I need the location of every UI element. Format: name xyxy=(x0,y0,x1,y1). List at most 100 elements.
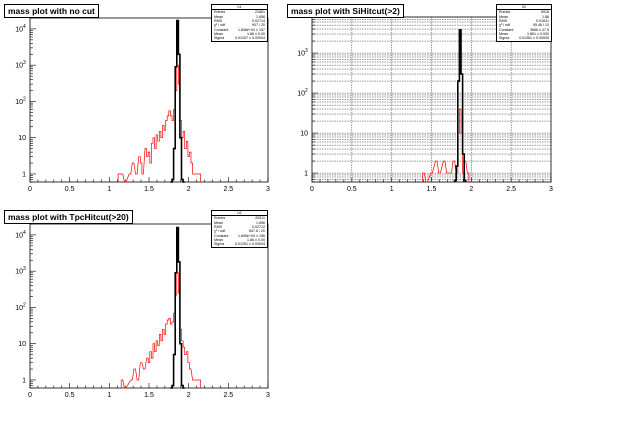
histogram-series xyxy=(453,29,467,182)
histogram-series xyxy=(170,226,185,389)
y-tick-exponent: 3 xyxy=(305,48,308,54)
stats-row: Entries 20511 xyxy=(212,216,267,220)
plot-title: mass plot with SiHitcut(>2) xyxy=(287,4,404,18)
y-tick-exponent: 2 xyxy=(23,96,26,102)
histogram-series xyxy=(120,272,201,389)
x-tick-label: 0 xyxy=(28,392,32,399)
stat-label: RMS xyxy=(214,224,222,229)
stat-value: 1.86 xyxy=(542,14,549,19)
stat-value: 3666 ± 47.5 xyxy=(530,27,549,32)
plot-title: mass plot with TpcHitcut(>20) xyxy=(4,210,133,224)
y-tick-label: 10 xyxy=(15,26,23,33)
stat-label: Sigma xyxy=(499,36,510,41)
y-tick-label: 1 xyxy=(22,171,26,178)
stat-value: 20511 xyxy=(255,216,265,221)
y-tick-label: 10 xyxy=(15,269,23,276)
x-tick-label: 3 xyxy=(266,392,270,399)
stat-label: Mean xyxy=(214,32,223,37)
histogram-series xyxy=(422,108,470,183)
x-tick-label: 2 xyxy=(187,186,191,193)
stat-value: 0.01361 ± 0.00005 xyxy=(519,36,549,41)
y-tick-label: 10 xyxy=(15,232,23,239)
x-tick-label: 2 xyxy=(469,186,473,193)
stats-row: χ² / ndf 847.6 / 20 xyxy=(212,229,267,233)
stats-row: Mean 1.856 xyxy=(212,221,267,225)
stat-label: χ² / ndf xyxy=(214,229,226,234)
stats-row: Sigma 0.01361 ± 0.00005 xyxy=(497,36,551,40)
y-tick-label: 10 xyxy=(300,131,308,138)
stat-value: 1.86 ± 0.00 xyxy=(247,32,265,37)
stat-value: 907 / 20 xyxy=(252,23,265,28)
y-tick-exponent: 4 xyxy=(23,24,26,30)
stats-box: h2 Entries 5918 Mean 1.86 RMS 0.01631 χ² / … xyxy=(496,4,552,42)
stats-row: Sigma 0.01257 ± 0.00004 xyxy=(212,36,267,40)
stats-row: RMS 0.02712 xyxy=(212,225,267,229)
x-tick-label: 1.5 xyxy=(144,186,154,193)
x-tick-label: 0 xyxy=(310,186,314,193)
y-tick-exponent: 4 xyxy=(23,230,26,236)
stats-row: Sigma 0.01251 ± 0.00004 xyxy=(212,242,267,246)
stat-value: 847.6 / 20 xyxy=(249,229,265,234)
x-tick-label: 3 xyxy=(549,186,553,193)
stats-row: χ² / ndf 95.46 / 13 xyxy=(497,23,551,27)
stat-value: 21661 xyxy=(255,10,265,15)
y-tick-label: 10 xyxy=(18,135,26,142)
stat-value: 1.838e+04 ± 157 xyxy=(237,27,265,32)
stat-value: 0.01251 ± 0.00004 xyxy=(235,242,265,247)
stats-row: Constant 1.838e+04 ± 157 xyxy=(212,28,267,32)
stat-label: Entries xyxy=(214,10,226,15)
stat-value: 0.01257 ± 0.00004 xyxy=(235,36,265,41)
x-tick-label: 2.5 xyxy=(506,186,516,193)
stat-value: 95.46 / 13 xyxy=(533,23,549,28)
stats-row: Mean 1.861 ± 0.000 xyxy=(497,32,551,36)
stat-label: χ² / ndf xyxy=(214,23,226,28)
stat-label: Mean xyxy=(499,32,508,37)
stats-row: Entries 21661 xyxy=(212,10,267,14)
stat-label: Sigma xyxy=(214,36,225,41)
stat-value: 5918 xyxy=(541,10,549,15)
stats-row: Mean 1.856 xyxy=(212,15,267,19)
stat-label: Mean xyxy=(499,14,508,19)
x-tick-label: 2.5 xyxy=(223,186,233,193)
plot-frame xyxy=(29,17,269,183)
y-tick-label: 10 xyxy=(297,51,305,58)
x-tick-label: 3 xyxy=(266,186,270,193)
x-tick-label: 1.5 xyxy=(427,186,437,193)
stat-label: χ² / ndf xyxy=(499,23,511,28)
stat-value: 0.02714 xyxy=(252,18,265,23)
y-tick-exponent: 2 xyxy=(305,88,308,94)
stats-box: h3 Entries 20511 Mean 1.856 RMS 0.02712 χ² … xyxy=(211,210,268,248)
x-tick-label: 2.5 xyxy=(223,392,233,399)
stat-label: Mean xyxy=(214,238,223,243)
stat-value: 1.86 ± 0.00 xyxy=(247,238,265,243)
stat-label: RMS xyxy=(214,18,222,23)
stats-row: Mean 1.86 ± 0.00 xyxy=(212,238,267,242)
stats-row: Mean 1.86 xyxy=(497,15,551,19)
stats-row: RMS 0.01631 xyxy=(497,19,551,23)
stats-row: Entries 5918 xyxy=(497,10,551,14)
stats-row: RMS 0.02714 xyxy=(212,19,267,23)
x-tick-label: 1 xyxy=(390,186,394,193)
x-tick-label: 0.5 xyxy=(65,186,75,193)
stat-label: Entries xyxy=(214,216,226,221)
stat-label: Constant xyxy=(214,233,229,238)
stats-row: χ² / ndf 907 / 20 xyxy=(212,23,267,27)
histogram-series xyxy=(170,19,185,183)
y-tick-exponent: 3 xyxy=(23,60,26,66)
plot-title: mass plot with no cut xyxy=(4,4,99,18)
stats-box: h1 Entries 21661 Mean 1.856 RMS 0.02714 χ² … xyxy=(211,4,268,42)
stat-label: Mean xyxy=(214,14,223,19)
stat-value: 0.02712 xyxy=(252,224,265,229)
stat-label: RMS xyxy=(499,18,507,23)
stat-value: 1.861 ± 0.000 xyxy=(527,32,549,37)
stats-row: Mean 1.86 ± 0.00 xyxy=(212,32,267,36)
x-tick-label: 1.5 xyxy=(144,392,154,399)
y-tick-label: 10 xyxy=(18,341,26,348)
stat-label: Constant xyxy=(499,27,514,32)
x-tick-label: 0.5 xyxy=(65,392,75,399)
y-tick-label: 1 xyxy=(22,377,26,384)
stats-name: h1 xyxy=(212,5,267,11)
stat-value: 1.856 xyxy=(256,220,265,225)
y-tick-exponent: 3 xyxy=(23,266,26,272)
